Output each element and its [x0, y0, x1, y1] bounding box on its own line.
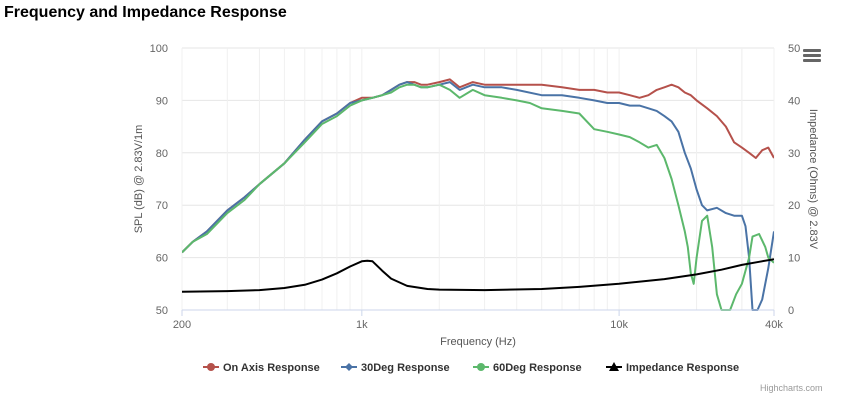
y-tick-label: 50: [156, 305, 168, 317]
y-tick-label: 80: [156, 148, 168, 160]
y-tick-label: 90: [156, 95, 168, 107]
series-layer: [182, 78, 774, 311]
legend-item-30deg-response[interactable]: 30Deg Response: [341, 362, 450, 374]
y2-tick-label: 0: [788, 305, 794, 317]
y2-tick-label: 50: [788, 43, 800, 55]
series-line-60deg-response: [182, 83, 774, 311]
menu-bar: [803, 49, 821, 52]
y2-tick-label: 30: [788, 148, 800, 160]
menu-bar: [803, 59, 821, 62]
x-axis-title: Frequency (Hz): [440, 336, 516, 348]
y-axis-title: SPL (dB) @ 2.83V/1m: [133, 125, 145, 234]
legend-marker-circle: [207, 363, 215, 371]
legend-marker-circle: [477, 363, 485, 371]
legend-marker-diamond: [345, 363, 353, 371]
grid-lines: [181, 47, 775, 311]
axes: 50 60 70 80 90 100 0 10 20 30 40 50 200 1k 10k 40k Frequ…: [133, 43, 819, 348]
y2-axis-title: Impedance (Ohms) @ 2.83V: [807, 109, 819, 250]
series-line-impedance-response: [182, 258, 774, 293]
x-tick-label: 1k: [356, 319, 368, 331]
series-line-on-axis-response: [182, 78, 774, 254]
x-tick-label: 10k: [610, 319, 628, 331]
legend-item-60deg-response[interactable]: 60Deg Response: [473, 362, 582, 374]
credits-link[interactable]: Highcharts.com: [760, 383, 823, 393]
menu-bar: [803, 54, 821, 57]
x-tick-label: 200: [173, 319, 191, 331]
y2-tick-label: 40: [788, 95, 800, 107]
legend[interactable]: On Axis Response 30Deg Response 60Deg Resp…: [203, 362, 739, 374]
y-tick-label: 100: [150, 43, 168, 55]
x-tick-label: 40k: [765, 319, 783, 331]
legend-label: 60Deg Response: [493, 362, 582, 374]
y2-tick-label: 20: [788, 200, 800, 212]
y2-tick-label: 10: [788, 253, 800, 265]
y-tick-label: 70: [156, 200, 168, 212]
y-tick-label: 60: [156, 253, 168, 265]
legend-label: Impedance Response: [626, 362, 739, 374]
legend-marker-triangle: [609, 362, 619, 371]
legend-label: On Axis Response: [223, 362, 320, 374]
chart-title: Frequency and Impedance Response: [4, 4, 287, 21]
hamburger-menu-icon[interactable]: [803, 49, 821, 65]
legend-item-impedance-response[interactable]: Impedance Response: [606, 362, 739, 374]
series-line-30deg-response: [182, 81, 774, 311]
legend-item-on-axis-response[interactable]: On Axis Response: [203, 362, 320, 374]
legend-label: 30Deg Response: [361, 362, 450, 374]
